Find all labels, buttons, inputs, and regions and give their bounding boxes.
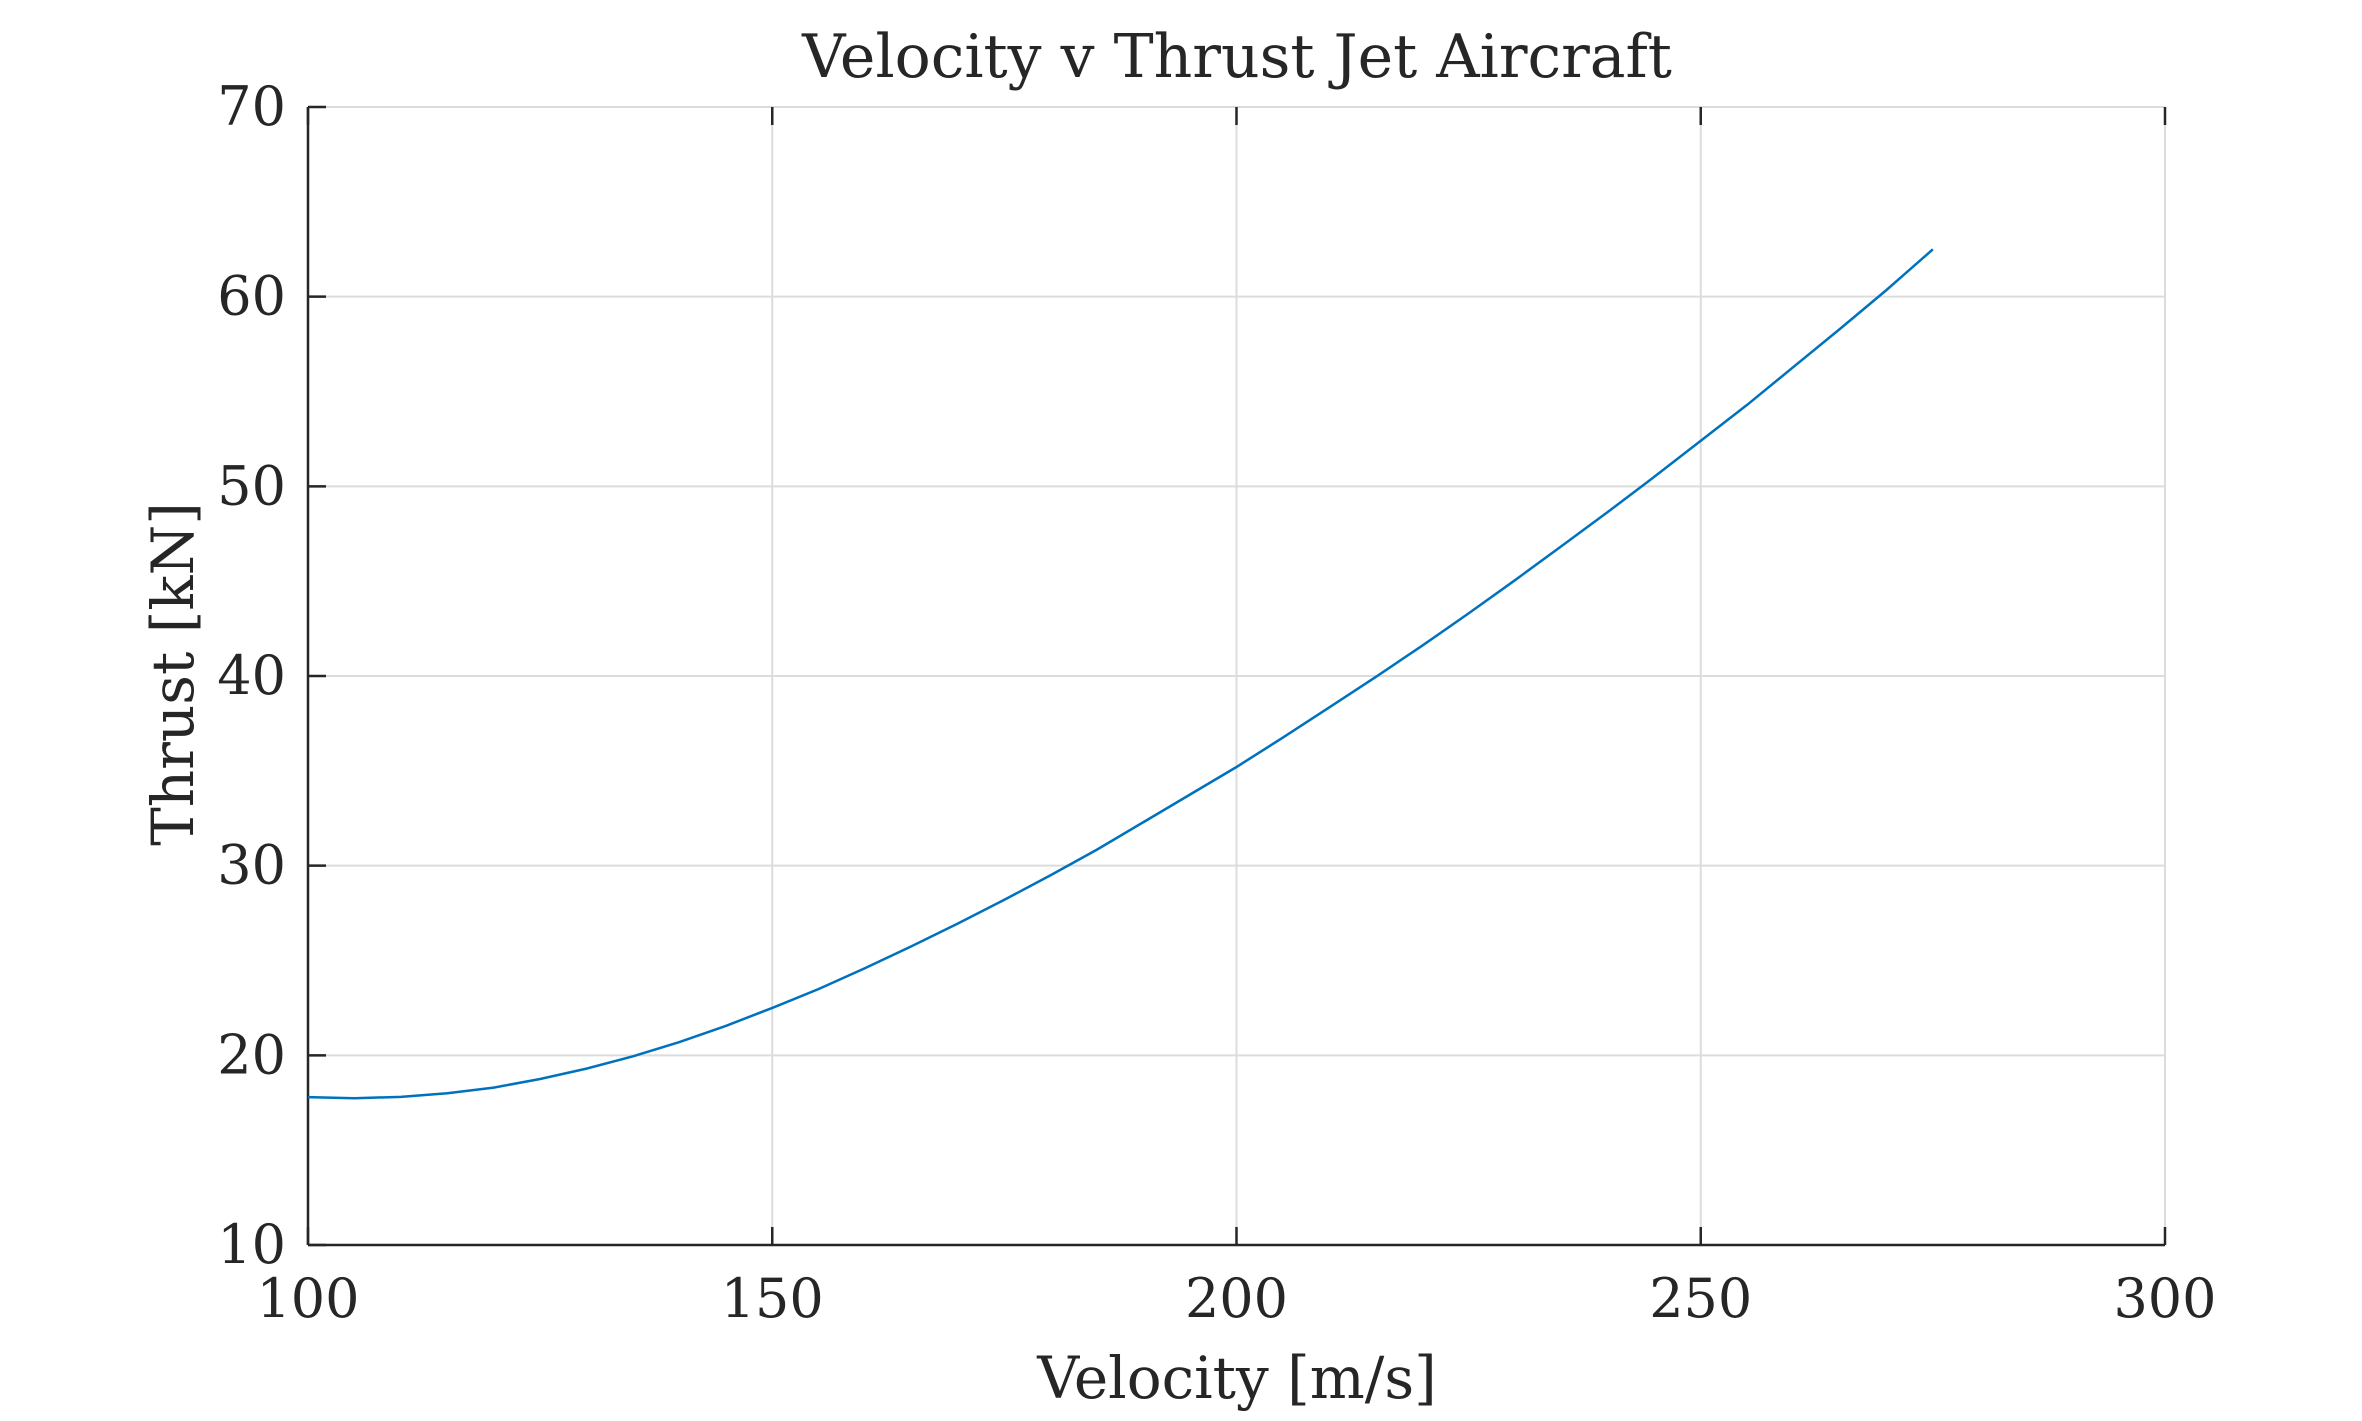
series-line — [307, 248, 1934, 1100]
y-tick-label: 70 — [217, 75, 286, 138]
y-tick-label: 10 — [217, 1213, 286, 1276]
series-layer — [307, 248, 1934, 1100]
labels: Velocity v Thrust Jet Aircraft Velocity … — [139, 22, 2217, 1412]
x-tick-label: 150 — [721, 1267, 824, 1330]
x-axis-label: Velocity [m/s] — [1036, 1344, 1436, 1412]
y-tick-label: 50 — [217, 454, 286, 517]
y-axis-label: Thrust [kN] — [139, 502, 207, 846]
x-tick-label: 100 — [256, 1267, 359, 1330]
grid — [308, 106, 2166, 1245]
x-tick-label: 300 — [2113, 1267, 2216, 1330]
y-tick-label: 30 — [217, 834, 286, 897]
y-tick-label: 60 — [217, 265, 286, 328]
y-tick-label: 20 — [217, 1023, 286, 1086]
axes — [306, 105, 2167, 1247]
x-tick-label: 200 — [1185, 1267, 1288, 1330]
y-tick-label: 40 — [217, 644, 286, 707]
x-tick-label: 250 — [1649, 1267, 1752, 1330]
chart-title: Velocity v Thrust Jet Aircraft — [801, 22, 1672, 92]
